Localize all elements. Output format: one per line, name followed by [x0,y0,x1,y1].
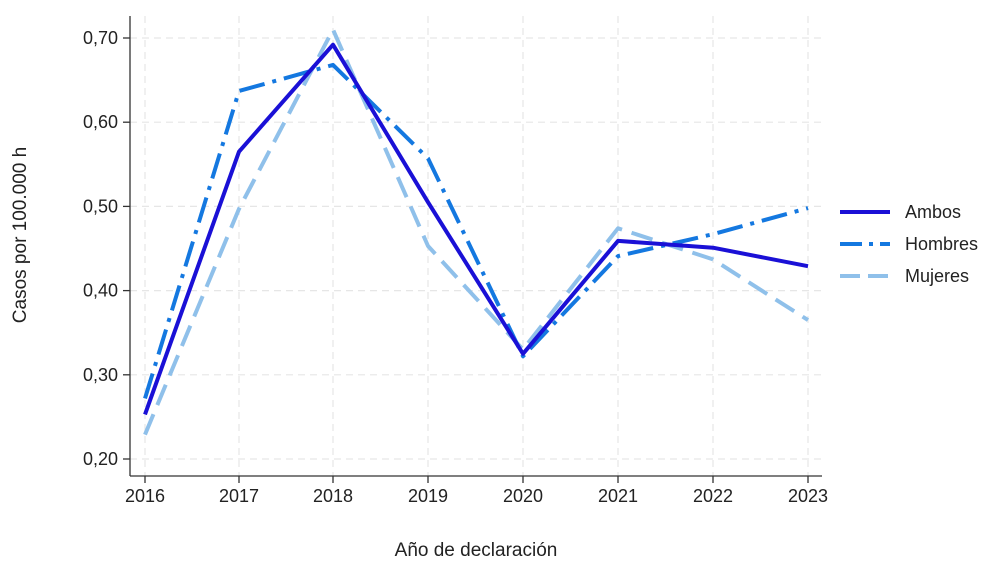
y-axis-title: Casos por 100.000 h [10,147,31,323]
x-tick-label: 2018 [313,486,353,506]
y-tick-label: 0,60 [83,112,118,132]
y-tick-label: 0,30 [83,365,118,385]
legend-label-mujeres: Mujeres [905,266,969,286]
series-lines [143,27,810,436]
series-line-mujeres [143,27,810,436]
y-tick-label: 0,50 [83,196,118,216]
y-tick-label: 0,20 [83,449,118,469]
series-line-ambos [143,42,809,416]
series-line-hombres [143,62,809,399]
y-tick-label: 0,70 [83,28,118,48]
x-tick-label: 2020 [503,486,543,506]
axes: 0,20 0,30 0,40 0,50 0,60 0,70 2016 2017 2018 2019… [83,16,828,506]
x-tick-label: 2016 [125,486,165,506]
x-tick-label: 2019 [408,486,448,506]
x-axis-title: Año de declaración [395,540,558,561]
x-tick-label: 2022 [693,486,733,506]
grid [130,16,822,476]
x-tick-label: 2021 [598,486,638,506]
y-tick-label: 0,40 [83,281,118,301]
x-tick-label: 2023 [788,486,828,506]
legend-label-hombres: Hombres [905,234,978,254]
x-tick-label: 2017 [219,486,259,506]
legend-label-ambos: Ambos [905,202,961,222]
legend: Ambos Hombres Mujeres [840,202,978,286]
